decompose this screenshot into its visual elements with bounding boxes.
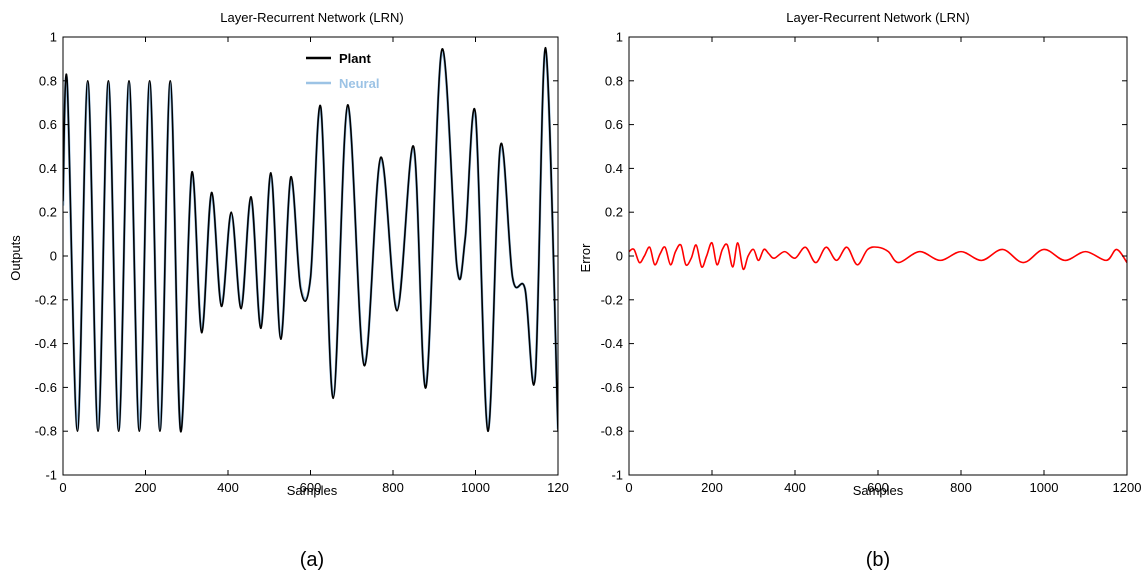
- x-tick-label-b: 200: [701, 480, 723, 495]
- y-tick-label-a: 0.6: [39, 117, 57, 132]
- x-axis-label-a: Samples: [287, 483, 338, 498]
- y-tick-label-a: 0.4: [39, 161, 57, 176]
- x-tick-label-b: 600: [867, 480, 889, 495]
- plot-area-a: 0 200 400 600 800 1000 120 -1 -0.8 -0.6 -0.4 -0.2 0 0…: [35, 30, 569, 496]
- x-tick-label-a: 1000: [461, 480, 490, 495]
- y-tick-label-b: 0.8: [605, 73, 623, 88]
- y-tick-label-a: 0: [50, 249, 57, 264]
- y-axis-label-a: Outputs: [8, 235, 23, 281]
- x-tick-label-b: 400: [784, 480, 806, 495]
- y-axis-label-b: Error: [578, 243, 593, 273]
- series-line-plant-a: [63, 47, 558, 433]
- series-line-error-b: [629, 242, 1127, 271]
- legend-label-neural: Neural: [339, 76, 379, 91]
- y-tick-label-b: 0.4: [605, 161, 623, 176]
- y-tick-label-a: 0.8: [39, 73, 57, 88]
- x-tick-label-b: 1200: [1113, 480, 1142, 495]
- x-tick-label-b: 1000: [1030, 480, 1059, 495]
- x-tick-label-a: 400: [217, 480, 239, 495]
- y-tick-label-b: 0.6: [605, 117, 623, 132]
- legend-a: Plant Neural: [300, 46, 410, 96]
- plot-area-b: 0 200 400 600 800 1000 1200 -1 -0.8 -0.6 -0.4 -0.2 0…: [601, 30, 1142, 496]
- chart-title-b: Layer-Recurrent Network (LRN): [786, 10, 970, 25]
- y-tick-label-a: -0.4: [35, 336, 57, 351]
- x-axis-label-b: Samples: [853, 483, 904, 498]
- legend-label-plant: Plant: [339, 51, 371, 66]
- chart-panel-a: Layer-Recurrent Network (LRN) 0 200 400 600…: [8, 10, 569, 571]
- chart-panel-b: Layer-Recurrent Network (LRN) 0 200 400 600…: [578, 10, 1141, 571]
- x-tick-label-a: 0: [59, 480, 66, 495]
- y-tick-label-a: -0.2: [35, 292, 57, 307]
- y-tick-label-a: -0.6: [35, 380, 57, 395]
- axes-frame-b: [628, 36, 1128, 476]
- x-tick-label-a: 120: [547, 480, 569, 495]
- y-tick-label-b: 0: [616, 249, 623, 264]
- y-tick-label-b: 1: [616, 30, 623, 45]
- y-tick-label-a: -1: [45, 468, 57, 483]
- caption-b: (b): [866, 549, 890, 571]
- y-tick-label-b: -1: [611, 468, 623, 483]
- x-tick-label-b: 0: [625, 480, 632, 495]
- y-tick-label-b: -0.4: [601, 336, 623, 351]
- y-tick-label-b: -0.6: [601, 380, 623, 395]
- caption-a: (a): [300, 549, 324, 571]
- y-tick-label-a: 1: [50, 30, 57, 45]
- legend-box-a: [300, 46, 410, 96]
- y-tick-label-b: 0.2: [605, 205, 623, 220]
- y-tick-label-a: 0.2: [39, 205, 57, 220]
- y-tick-label-b: -0.8: [601, 424, 623, 439]
- x-tick-label-b: 800: [950, 480, 972, 495]
- chart-title-a: Layer-Recurrent Network (LRN): [220, 10, 404, 25]
- y-tick-label-b: -0.2: [601, 292, 623, 307]
- x-tick-label-a: 600: [300, 480, 322, 495]
- x-tick-label-a: 200: [135, 480, 157, 495]
- x-tick-label-a: 800: [382, 480, 404, 495]
- y-tick-label-a: -0.8: [35, 424, 57, 439]
